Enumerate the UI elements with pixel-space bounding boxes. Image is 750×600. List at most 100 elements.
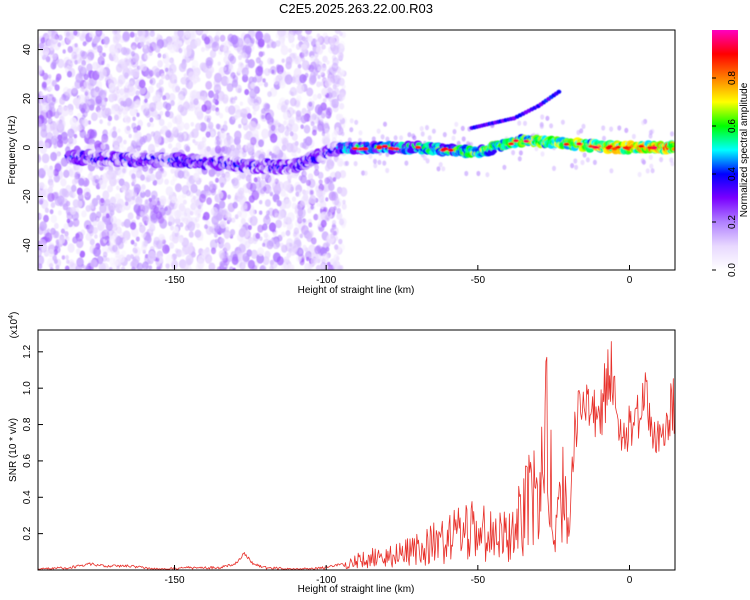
heatmap-cell xyxy=(194,167,199,173)
heatmap-cell xyxy=(38,247,42,258)
heatmap-cell xyxy=(238,124,242,129)
heatmap-cell xyxy=(218,200,226,209)
heatmap-cell xyxy=(205,131,211,138)
heatmap-cell xyxy=(144,52,150,61)
heatmap-cell xyxy=(253,151,259,158)
heatmap-cell xyxy=(250,249,258,259)
heatmap-cell xyxy=(131,45,136,52)
heatmap-cell xyxy=(279,79,286,89)
heatmap-cell xyxy=(55,76,60,83)
heatmap-cell xyxy=(114,260,119,267)
heatmap-cell xyxy=(60,228,66,234)
heatmap-cell xyxy=(103,108,109,115)
heatmap-cell xyxy=(300,174,307,184)
heatmap-cell xyxy=(207,121,214,130)
heatmap-cell xyxy=(289,131,294,137)
heatmap-cell xyxy=(188,231,194,238)
heatmap-cell xyxy=(54,230,60,239)
heatmap-cell xyxy=(131,173,136,180)
heatmap-cell xyxy=(523,139,530,143)
heatmap-cell xyxy=(44,207,50,213)
heatmap-cell xyxy=(358,130,363,136)
heatmap-cell xyxy=(200,141,207,149)
heatmap-cell xyxy=(511,150,516,156)
heatmap-cell xyxy=(135,98,141,105)
heatmap-cell xyxy=(441,147,447,151)
heatmap-cell xyxy=(57,42,62,48)
heatmap-cell xyxy=(178,203,185,212)
heatmap-cell xyxy=(121,185,127,192)
heatmap-cell xyxy=(442,132,447,138)
heatmap-cell xyxy=(460,125,465,131)
heatmap-cell xyxy=(491,149,497,154)
heatmap-cell xyxy=(380,134,385,140)
heatmap-cell xyxy=(331,90,337,98)
heatmap-cell xyxy=(357,147,364,151)
heatmap-cell xyxy=(139,60,144,65)
snr-plot-area xyxy=(38,330,675,570)
heatmap-cell xyxy=(57,195,65,205)
heatmap-cell xyxy=(631,133,636,140)
heatmap-cell xyxy=(163,52,169,60)
heatmap-cell xyxy=(262,32,271,44)
heatmap-cell xyxy=(302,189,306,195)
heatmap-cell xyxy=(99,203,107,214)
heatmap-cell xyxy=(47,228,51,233)
heatmap-cell xyxy=(99,51,104,57)
heatmap-cell xyxy=(154,135,162,145)
x-tick-label: -50 xyxy=(471,575,486,586)
heatmap-cell xyxy=(228,66,234,73)
heatmap-cell xyxy=(96,30,101,34)
heatmap-cell xyxy=(263,232,269,239)
heatmap-cell xyxy=(241,67,249,77)
heatmap-cell xyxy=(104,236,108,241)
heatmap-cell xyxy=(257,224,264,233)
heatmap-cell xyxy=(160,73,166,80)
heatmap-cell xyxy=(130,222,137,230)
x-tick-label: -150 xyxy=(164,575,184,586)
heatmap-cell xyxy=(339,102,345,110)
heatmap-cell xyxy=(39,70,45,77)
heatmap-cell xyxy=(83,73,89,81)
heatmap-cell xyxy=(151,65,159,76)
heatmap-cell xyxy=(393,135,398,141)
heatmap-cell xyxy=(282,111,290,121)
heatmap-cell xyxy=(239,101,244,106)
heatmap-cell xyxy=(174,217,181,225)
heatmap-cell xyxy=(270,124,276,132)
heatmap-cell xyxy=(103,36,110,45)
x-tick-label: 0 xyxy=(627,575,633,586)
heatmap-cell xyxy=(259,200,263,205)
heatmap-cell xyxy=(231,79,238,88)
heatmap-cell xyxy=(133,183,141,194)
heatmap-cell xyxy=(331,45,339,55)
heatmap-cell xyxy=(51,53,58,61)
heatmap-cell xyxy=(216,172,221,177)
heatmap-cell xyxy=(156,200,161,206)
heatmap-cell xyxy=(109,196,117,205)
heatmap-cell xyxy=(288,116,296,125)
heatmap-cell xyxy=(128,133,132,139)
heatmap-cell xyxy=(44,33,50,41)
heatmap-cell xyxy=(38,155,41,161)
heatmap-cell xyxy=(143,267,147,270)
heatmap-cell xyxy=(85,266,90,270)
heatmap-cell xyxy=(274,212,280,219)
heatmap-cell xyxy=(67,136,74,145)
heatmap-cell xyxy=(52,107,56,113)
heatmap-cell xyxy=(268,222,277,232)
heatmap-cell xyxy=(51,60,57,67)
heatmap-cell xyxy=(272,231,277,237)
heatmap-cell xyxy=(332,83,337,90)
heatmap-cell xyxy=(326,233,335,244)
heatmap-cell xyxy=(172,234,179,244)
heatmap-cell xyxy=(149,79,153,84)
heatmap-cell xyxy=(97,56,105,66)
heatmap-cell xyxy=(170,100,175,107)
heatmap-cell xyxy=(69,117,78,127)
heatmap-cell xyxy=(218,189,222,194)
heatmap-cell xyxy=(325,197,329,202)
heatmap-cell xyxy=(193,172,200,181)
heatmap-cell xyxy=(146,41,150,46)
heatmap-cell xyxy=(152,95,158,103)
